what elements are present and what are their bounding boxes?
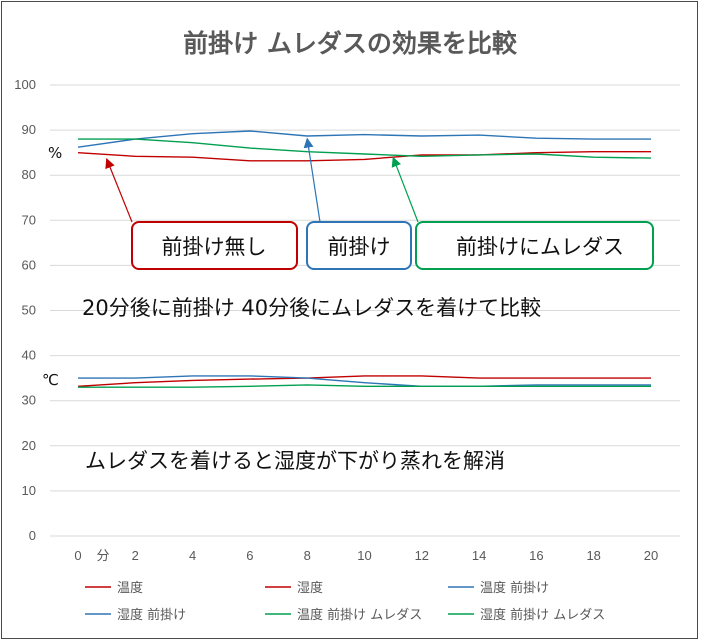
callouts: 前掛け無し 前掛け 前掛けにムレダス	[105, 137, 654, 270]
x-tick-label: 18	[586, 548, 600, 563]
x-tick-label: 16	[529, 548, 543, 563]
callout-arrows	[105, 137, 419, 223]
y-tick-label: 10	[22, 483, 36, 498]
series-line-1	[77, 150, 651, 162]
celsius-unit-label: ℃	[42, 371, 59, 389]
y-tick-label: 80	[22, 167, 36, 182]
x-tick-label: 8	[304, 548, 311, 563]
x-tick-label: 14	[472, 548, 486, 563]
percent-unit-label: %	[48, 144, 62, 162]
y-tick-label: 60	[22, 257, 36, 272]
callout-label-apron-muredas: 前掛けにムレダス	[456, 235, 624, 259]
x-tick-label: 20	[644, 548, 658, 563]
callout-arrow	[105, 157, 133, 223]
note-conclusion: ムレダスを着けると湿度が下がり蒸れを解消	[85, 449, 505, 473]
callout-label-no-apron: 前掛け無し	[162, 235, 267, 259]
series-lines	[77, 130, 652, 388]
series-line-5	[78, 138, 652, 159]
x-unit-label: 分	[96, 548, 109, 563]
x-tick-label: 4	[189, 548, 196, 563]
chart-title: 前掛け ムレダスの効果を比較	[183, 29, 518, 58]
legend-label: 湿度 前掛け	[117, 607, 186, 623]
legend-label: 温度 前掛け	[480, 580, 549, 596]
callout-arrow	[303, 137, 321, 223]
y-tick-label: 40	[22, 348, 36, 363]
x-tick-label: 6	[246, 548, 253, 563]
legend-label: 湿度	[297, 580, 323, 596]
legend-label: 温度 前掛け ムレダス	[297, 607, 422, 623]
series-line-3	[77, 130, 651, 148]
y-tick-label: 30	[22, 393, 36, 408]
series-line-4	[78, 384, 651, 388]
x-tick-label: 10	[357, 548, 371, 563]
note-comparison: 20分後に前掛け 40分後にムレダスを着けて比較	[82, 296, 541, 320]
x-axis-ticks: 0 2 4 6 8 10 12 14 16 18 20 分	[74, 548, 658, 563]
y-tick-label: 20	[22, 438, 36, 453]
callout-label-apron: 前掛け	[328, 235, 391, 259]
x-tick-label: 12	[415, 548, 429, 563]
x-tick-label: 2	[132, 548, 139, 563]
x-tick-label: 0	[74, 548, 81, 563]
series-line-0	[77, 375, 651, 387]
callout-arrow	[391, 156, 419, 223]
y-tick-label: 100	[14, 77, 36, 92]
y-tick-label: 90	[22, 122, 36, 137]
y-tick-label: 70	[22, 212, 36, 227]
callout-box-no-apron	[131, 221, 298, 270]
y-tick-label: 50	[22, 303, 36, 318]
legend-label: 湿度 前掛け ムレダス	[480, 607, 605, 623]
legend-label: 温度	[117, 580, 143, 596]
series-line-2	[78, 375, 651, 387]
callout-box-apron-muredas	[415, 221, 654, 270]
y-axis-ticks: 0 10 20 30 40 50 60 70 80 90 100	[14, 77, 36, 543]
callout-box-apron	[306, 221, 412, 270]
y-tick-label: 0	[29, 528, 36, 543]
